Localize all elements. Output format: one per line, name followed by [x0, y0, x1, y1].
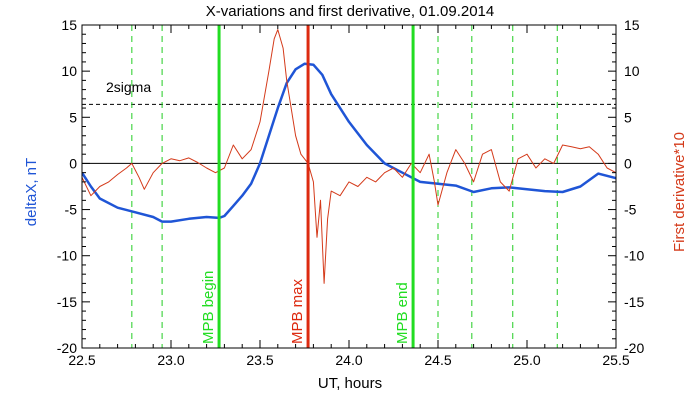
sigma-label: 2sigma [106, 79, 151, 95]
y-tick-label-right: -10 [624, 248, 644, 264]
series-line-derivative [82, 29, 616, 284]
y-tick-label-right: -15 [624, 294, 644, 310]
y-axis-label-left: deltaX, nT [23, 158, 40, 226]
mpb-max-label: MPB max [289, 278, 306, 344]
y-tick-label-right: 15 [624, 17, 640, 33]
x-tick-label: 25.5 [602, 352, 629, 368]
y-tick-label-left: 5 [69, 109, 77, 125]
x-axis: 22.5 23.0 23.5 24.0 24.5 25.0 25.5 [68, 25, 630, 368]
y-tick-label-left: 10 [61, 63, 77, 79]
plot-area: MPB begin MPB max MPB end [81, 24, 617, 349]
mpb-markers: MPB begin MPB max MPB end [200, 25, 415, 348]
mpb-end-label: MPB end [394, 282, 411, 344]
x-tick-label: 25.0 [513, 352, 540, 368]
y-tick-label-left: -20 [57, 340, 77, 356]
mpb-begin-label: MPB begin [200, 271, 217, 344]
y-tick-label-right: 5 [624, 109, 632, 125]
x-tick-label: 22.5 [68, 352, 95, 368]
y-tick-label-left: -5 [65, 202, 78, 218]
x-tick-label: 24.5 [424, 352, 451, 368]
y-axis-left: 15 10 5 0 -5 -10 -15 -20 [57, 17, 90, 356]
y-axis-right: 15 10 5 0 -5 -10 -15 -20 [608, 17, 644, 356]
y-tick-label-left: -10 [57, 248, 77, 264]
x-axis-label: UT, hours [318, 375, 382, 392]
x-tick-label: 23.0 [157, 352, 184, 368]
y-tick-label-right: -5 [624, 202, 637, 218]
y-tick-label-left: -15 [57, 294, 77, 310]
series-group [82, 29, 616, 284]
x-tick-label: 24.0 [335, 352, 362, 368]
y-tick-label-right: 10 [624, 63, 640, 79]
y-axis-label-right: First derivative*10 [671, 132, 688, 252]
series-line-deltax [82, 62, 616, 223]
y-tick-label-right: -20 [624, 340, 644, 356]
y-tick-label-left: 15 [61, 17, 77, 33]
y-tick-label-right: 0 [624, 155, 632, 171]
x-tick-label: 23.5 [246, 352, 273, 368]
reference-lines [82, 25, 616, 348]
chart-title: X-variations and first derivative, 01.09… [206, 3, 495, 20]
y-tick-label-left: 0 [69, 155, 77, 171]
